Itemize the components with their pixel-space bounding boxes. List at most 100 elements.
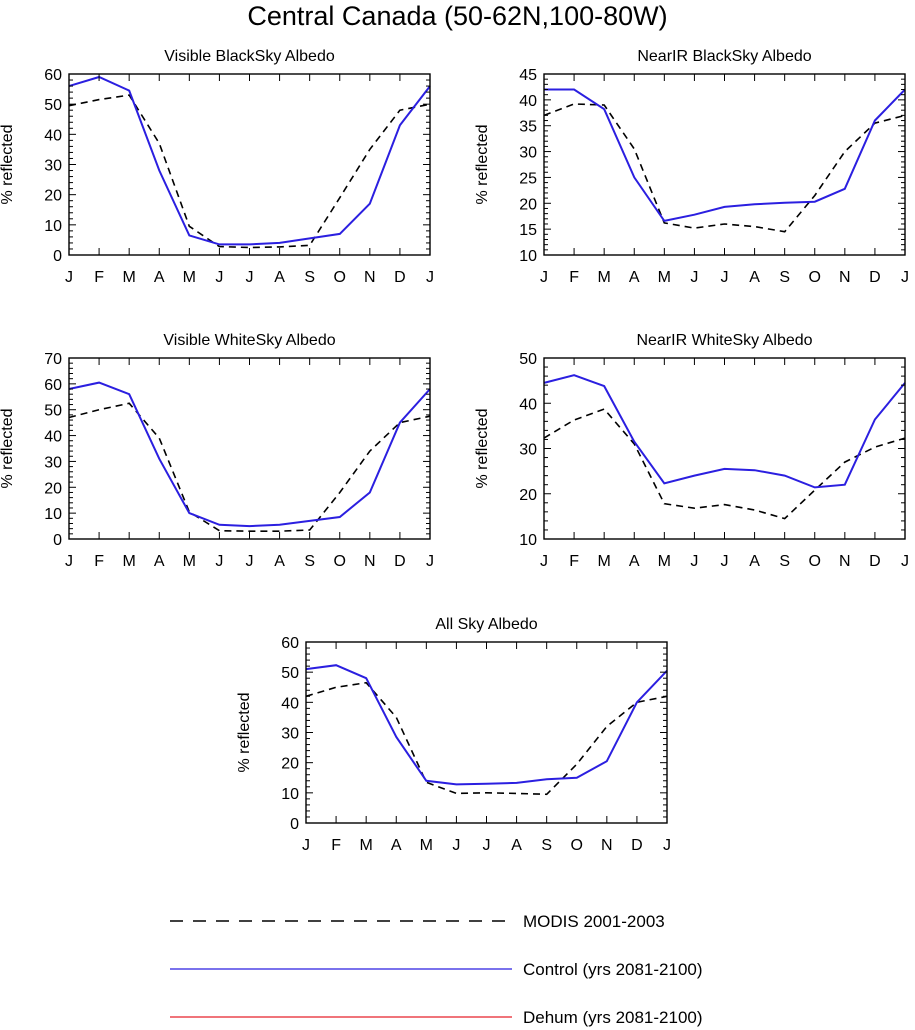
y-tick-label: 15	[519, 222, 537, 239]
chart-panel-4: 10 20 30 40 50 J F M A M J J A S O N D J NearIR WhiteSky A…	[474, 332, 909, 570]
chart-panel-1: 0 10 20 30 40 50 60 J F M A M J J A S O N D J Visible BlackS…	[0, 48, 434, 286]
y-tick-label: 70	[44, 351, 62, 368]
y-tick-label: 20	[519, 487, 537, 504]
x-tick-label: J	[721, 269, 729, 286]
x-tick-label: J	[721, 553, 729, 570]
x-tick-label: O	[334, 269, 346, 286]
modis-series-line	[543, 408, 906, 520]
plot-frame	[543, 357, 906, 540]
x-tick-label: J	[215, 269, 223, 286]
y-tick-label: 30	[281, 726, 299, 743]
panel-title: Visible WhiteSky Albedo	[163, 332, 335, 349]
control-series-line	[544, 88, 906, 223]
x-tick-label: J	[246, 553, 254, 570]
modis-series-line	[305, 681, 668, 796]
x-tick-label: A	[629, 269, 640, 286]
x-tick-label: A	[629, 553, 640, 570]
x-tick-label: M	[123, 553, 136, 570]
y-tick-label: 20	[44, 480, 62, 497]
y-tick-label: 10	[44, 218, 62, 235]
x-tick-label: O	[809, 269, 821, 286]
y-tick-label: 50	[281, 665, 299, 682]
y-tick-label: 30	[519, 145, 537, 162]
y-tick-label: 0	[53, 248, 62, 265]
modis-series-line	[68, 94, 431, 249]
x-tick-label: F	[94, 269, 104, 286]
y-tick-label: 40	[44, 429, 62, 446]
x-tick-label: S	[304, 269, 315, 286]
x-tick-label: J	[483, 837, 491, 854]
x-tick-label: F	[331, 837, 341, 854]
x-tick-label: S	[304, 553, 315, 570]
x-tick-label: N	[601, 837, 613, 854]
panel-title: Visible BlackSky Albedo	[164, 48, 335, 65]
x-tick-label: J	[452, 837, 460, 854]
x-tick-label: N	[364, 553, 376, 570]
y-tick-label: 60	[281, 635, 299, 652]
x-tick-label: J	[663, 837, 671, 854]
x-tick-label: M	[183, 269, 196, 286]
modis-series-line	[68, 402, 431, 533]
y-tick-label: 30	[44, 454, 62, 471]
legend-label-1: MODIS 2001-2003	[523, 912, 665, 931]
x-tick-label: J	[65, 269, 73, 286]
plot-frame	[305, 641, 668, 824]
y-tick-label: 30	[44, 158, 62, 175]
x-tick-label: J	[65, 553, 73, 570]
x-tick-label: N	[364, 269, 376, 286]
x-tick-label: M	[183, 553, 196, 570]
y-tick-label: 10	[44, 506, 62, 523]
x-tick-label: J	[540, 553, 548, 570]
x-tick-label: O	[571, 837, 583, 854]
x-tick-label: J	[426, 269, 434, 286]
y-tick-label: 40	[281, 695, 299, 712]
x-tick-label: M	[598, 269, 611, 286]
panel-title: All Sky Albedo	[435, 616, 537, 633]
x-tick-label: A	[154, 553, 165, 570]
x-tick-label: N	[839, 553, 851, 570]
chart-panel-2: 10 15 20 25 30 35 40 45 J F M A M J J A S O N D J NearIR Blac…	[474, 48, 909, 286]
y-tick-label: 10	[519, 532, 537, 549]
x-tick-label: A	[274, 553, 285, 570]
control-series-line	[305, 664, 668, 786]
y-axis-label: % reflected	[0, 124, 16, 204]
x-tick-label: J	[901, 269, 909, 286]
y-tick-label: 45	[519, 67, 537, 84]
x-tick-label: J	[302, 837, 310, 854]
plot-frame	[68, 73, 431, 256]
x-tick-label: A	[274, 269, 285, 286]
x-tick-label: N	[839, 269, 851, 286]
x-tick-label: A	[391, 837, 402, 854]
y-tick-label: 40	[519, 93, 537, 110]
legend-label-3: Dehum (yrs 2081-2100)	[523, 1008, 703, 1027]
panel-title: NearIR WhiteSky Albedo	[636, 332, 812, 349]
chart-panel-3: 0 10 20 30 40 50 60 70 J F M A M J J A S O N D J Visible Whit…	[0, 332, 434, 570]
x-tick-label: F	[569, 269, 579, 286]
x-tick-label: M	[658, 269, 671, 286]
y-tick-label: 40	[44, 127, 62, 144]
x-tick-label: J	[690, 553, 698, 570]
x-tick-label: A	[749, 269, 760, 286]
y-tick-label: 50	[44, 97, 62, 114]
plot-frame	[68, 357, 431, 540]
y-tick-label: 35	[519, 119, 537, 136]
y-axis-label: % reflected	[236, 692, 253, 772]
panel-title: NearIR BlackSky Albedo	[637, 48, 811, 65]
y-tick-label: 50	[44, 403, 62, 420]
x-tick-label: S	[541, 837, 552, 854]
x-tick-label: M	[420, 837, 433, 854]
x-tick-label: D	[869, 269, 881, 286]
x-tick-label: J	[426, 553, 434, 570]
figure-title: Central Canada (50-62N,100-80W)	[247, 1, 668, 31]
y-tick-label: 20	[281, 756, 299, 773]
y-tick-label: 20	[44, 188, 62, 205]
x-tick-label: M	[360, 837, 373, 854]
y-tick-label: 40	[519, 396, 537, 413]
chart-panel-5: 0 10 20 30 40 50 60 J F M A M J J A S O N D J All Sky Albedo…	[236, 616, 671, 854]
x-tick-label: O	[334, 553, 346, 570]
x-tick-label: M	[123, 269, 136, 286]
legend: MODIS 2001-2003 Control (yrs 2081-2100) De…	[170, 912, 703, 1027]
y-tick-label: 50	[519, 351, 537, 368]
x-tick-label: D	[394, 269, 406, 286]
